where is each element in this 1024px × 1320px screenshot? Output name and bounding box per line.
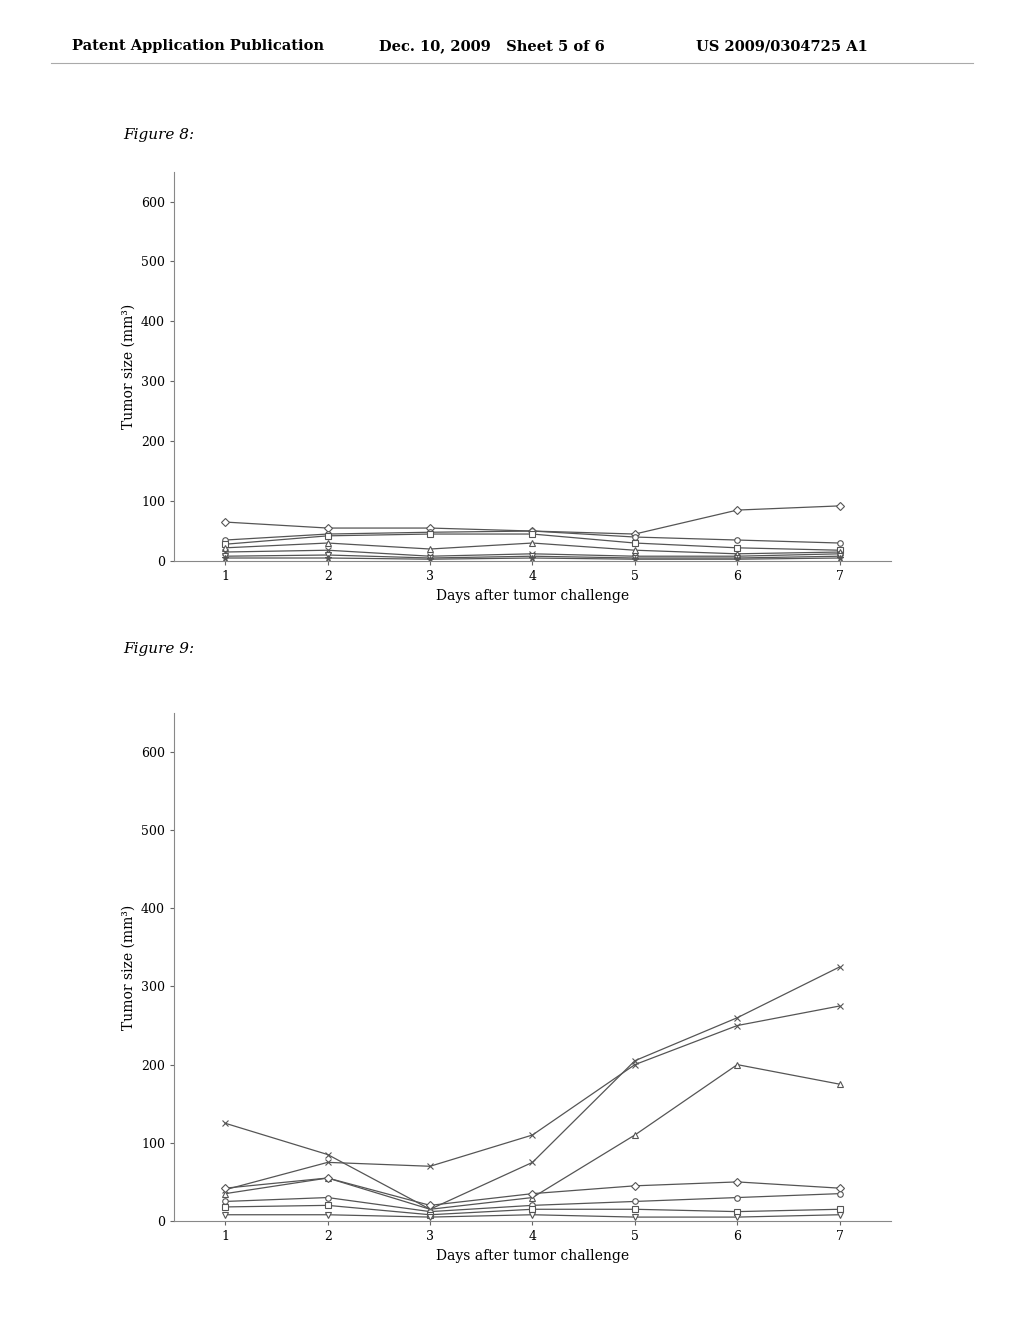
Text: Figure 8:: Figure 8:	[123, 128, 194, 141]
Text: Figure 9:: Figure 9:	[123, 643, 194, 656]
Y-axis label: Tumor size (mm³): Tumor size (mm³)	[122, 304, 135, 429]
Text: US 2009/0304725 A1: US 2009/0304725 A1	[696, 40, 868, 53]
X-axis label: Days after tumor challenge: Days after tumor challenge	[436, 1249, 629, 1263]
Text: Patent Application Publication: Patent Application Publication	[72, 40, 324, 53]
Y-axis label: Tumor size (mm³): Tumor size (mm³)	[122, 904, 135, 1030]
Text: Dec. 10, 2009   Sheet 5 of 6: Dec. 10, 2009 Sheet 5 of 6	[379, 40, 604, 53]
X-axis label: Days after tumor challenge: Days after tumor challenge	[436, 589, 629, 603]
